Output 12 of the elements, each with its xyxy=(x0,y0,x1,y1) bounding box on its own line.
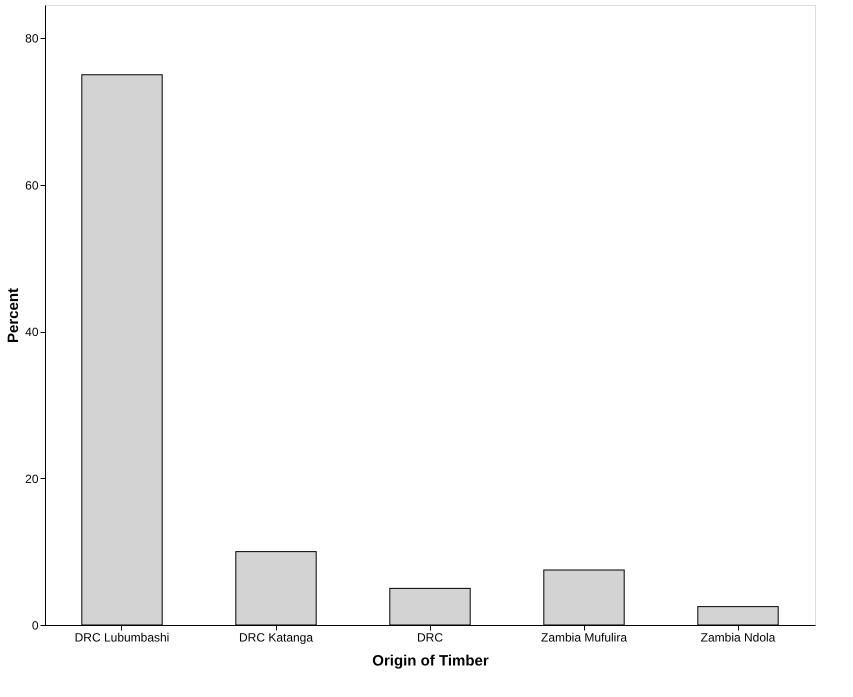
x-tick-label: DRC Katanga xyxy=(238,630,314,644)
x-tick-label: Zambia Ndola xyxy=(700,630,776,644)
x-tick-label: DRC Lubumbashi xyxy=(74,630,170,644)
y-tick-label: 0 xyxy=(32,618,39,632)
x-axis-title: Origin of Timber xyxy=(372,652,489,670)
x-tick-label: Zambia Mufulira xyxy=(540,630,628,644)
y-tick-label: 80 xyxy=(25,32,39,46)
x-tick-label: DRC xyxy=(417,630,444,644)
y-tick-label: 60 xyxy=(25,178,39,192)
y-axis-title: Percent xyxy=(5,288,22,344)
y-tick-label: 40 xyxy=(25,325,39,340)
y-tick-label: 20 xyxy=(25,472,39,486)
